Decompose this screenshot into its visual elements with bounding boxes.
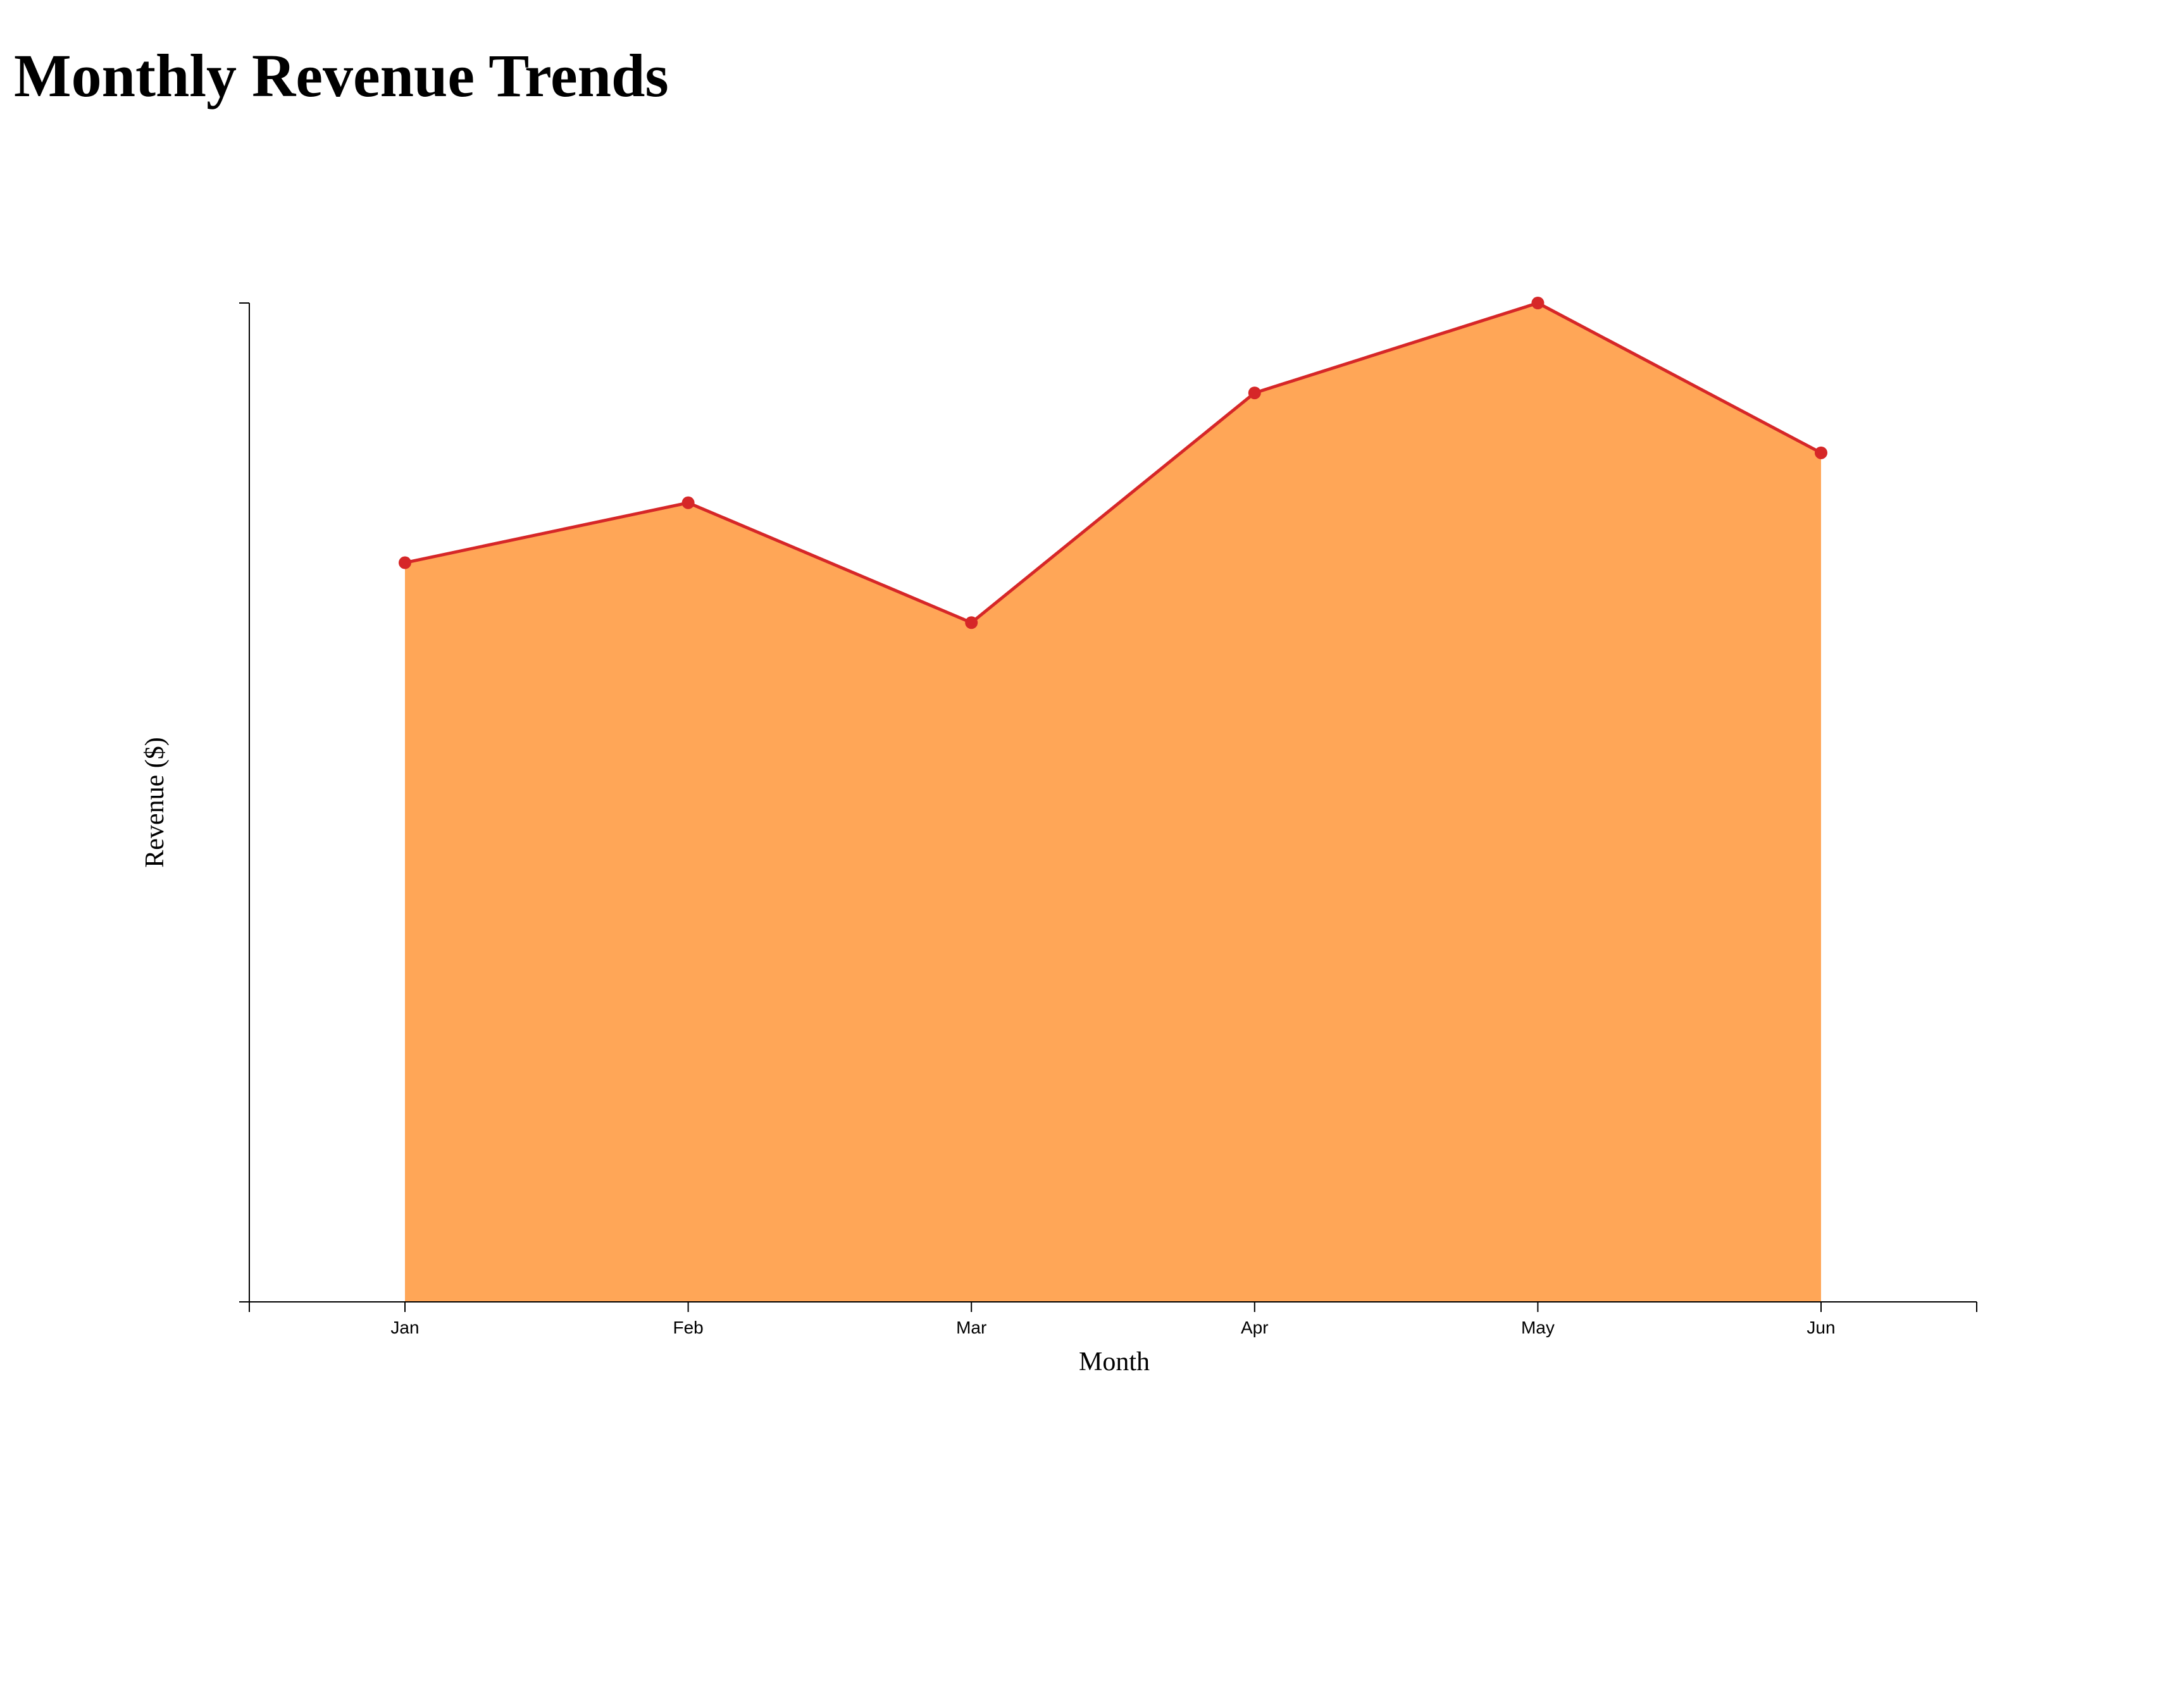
x-ticks: Jan Feb Mar Apr May Jun <box>249 1302 1977 1337</box>
data-point-mar <box>965 616 978 629</box>
x-tick-label-apr: Apr <box>1241 1318 1269 1337</box>
area-fill <box>405 303 1821 1302</box>
y-axis: Revenue ($) <box>140 302 250 1303</box>
x-tick-label-jan: Jan <box>390 1318 419 1337</box>
data-point-jan <box>399 556 411 569</box>
data-point-feb <box>681 496 695 509</box>
data-point-apr <box>1248 387 1261 400</box>
data-point-may <box>1531 297 1545 309</box>
y-axis-label: Revenue ($) <box>140 737 170 867</box>
x-tick-label-may: May <box>1521 1318 1555 1337</box>
x-axis-label: Month <box>1079 1347 1150 1377</box>
x-tick-label-feb: Feb <box>673 1318 703 1337</box>
y-ticks <box>239 302 249 1303</box>
data-points <box>399 297 1827 629</box>
x-tick-label-mar: Mar <box>956 1318 986 1337</box>
data-point-jun <box>1815 446 1827 459</box>
x-tick-label-jun: Jun <box>1806 1318 1835 1337</box>
x-axis: Jan Feb Mar Apr May Jun Month <box>249 1301 1977 1377</box>
series-line <box>404 301 1822 624</box>
page-title: Monthly Revenue Trends <box>14 42 669 109</box>
plot-area <box>399 297 1827 1302</box>
